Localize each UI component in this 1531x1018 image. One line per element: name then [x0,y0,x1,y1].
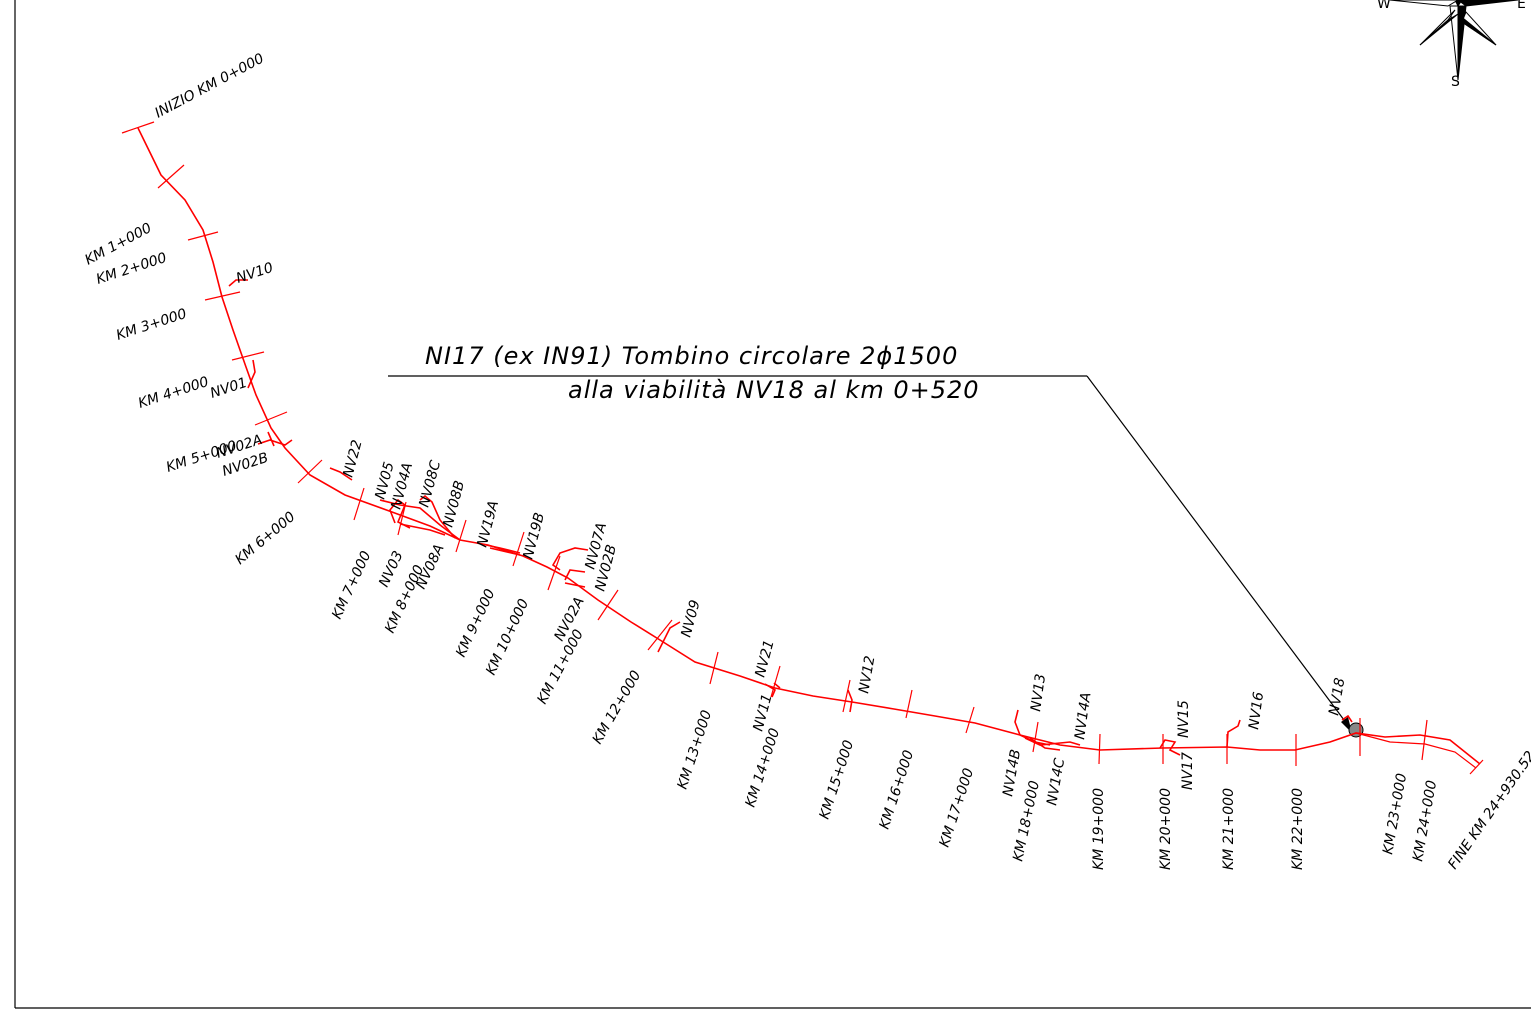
chainage-ticks [121,121,1484,775]
road-label: NV10 [234,260,275,287]
road-label: NV11 [750,692,775,733]
chainage-label: KM 12+000 [590,668,645,747]
road-label: NV19B [520,511,548,561]
road-label: NV08C [416,459,444,509]
chainage-label: KM 22+000 [1290,788,1306,870]
compass-south-label: S [1451,74,1460,90]
chainage-label: KM 9+000 [453,587,498,660]
road-label: NV09 [678,598,703,639]
chainage-label: KM 16+000 [877,748,918,831]
road-label: NV13 [1028,673,1049,713]
chainage-label: INIZIO KM 0+000 [152,51,266,122]
compass-east-label: E [1517,0,1526,12]
chainage-label: KM 23+000 [1380,772,1410,856]
chainage-label: KM 6+000 [232,509,298,568]
road-label: NV16 [1246,691,1267,731]
drawing-frame [14,0,1531,1009]
chainage-label: KM 4+000 [136,374,211,412]
chainage-label: KM 19+000 [1091,788,1107,870]
road-label: NV03 [376,549,407,590]
chainage-label: KM 7+000 [329,549,374,622]
callout-note: NI17 (ex IN91) Tombino circolare 2ϕ1500 … [388,342,1364,738]
chainage-label: KM 3+000 [114,306,189,344]
road-label: NV14A [1072,691,1094,740]
road-label: NV14C [1044,757,1068,807]
road-label: NV18 [1326,677,1348,717]
road-label: NV15 [1176,700,1192,738]
chainage-label: KM 24+000 [1410,779,1440,863]
road-label: NV17 [1180,752,1196,790]
chainage-label: KM 13+000 [675,708,716,791]
chainage-labels: INIZIO KM 0+000 KM 1+000 KM 2+000 KM 3+0… [82,51,1531,873]
road-label: NV21 [752,638,777,679]
chainage-label: KM 14+000 [743,726,784,809]
route-alignment [137,127,1481,765]
note-line-2: alla viabilità NV18 al km 0+520 [568,376,980,404]
compass-west-label: W [1377,0,1391,12]
chainage-label: KM 21+000 [1221,788,1237,870]
road-label: NV08B [440,479,468,529]
chainage-label: KM 20+000 [1158,788,1174,870]
note-line-1: NI17 (ex IN91) Tombino circolare 2ϕ1500 [425,342,958,370]
chainage-label: FINE KM 24+930.52 [1445,748,1531,872]
road-label: NV22 [340,438,365,479]
chainage-label: KM 15+000 [817,738,858,821]
road-label: NV14B [1000,748,1024,798]
route-alignment-secondary [1355,732,1477,769]
chainage-label: KM 17+000 [937,766,978,849]
road-label: NV01 [208,375,249,402]
road-label: NV12 [856,655,878,695]
compass-star-icon [1389,0,1519,81]
leader-line [1086,375,1351,729]
road-label: NV19A [474,499,502,549]
compass-rose: W E S [1377,0,1526,90]
